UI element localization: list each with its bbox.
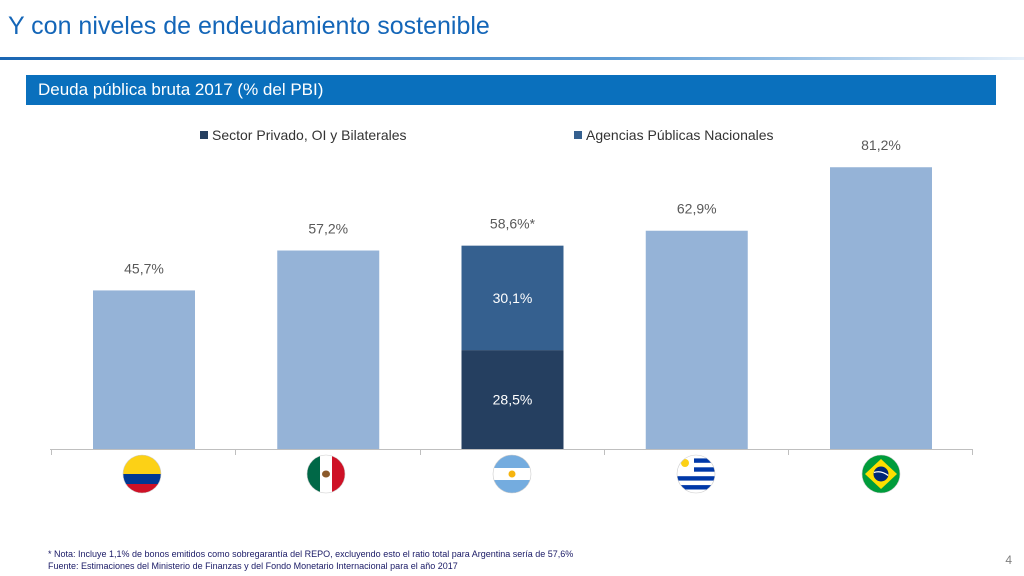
legend-swatch-icon <box>574 131 582 139</box>
data-label: 58,6%* <box>490 216 536 232</box>
page-number: 4 <box>1005 553 1012 567</box>
segment-label: 28,5% <box>493 392 533 408</box>
legend-label: Agencias Públicas Nacionales <box>586 127 774 143</box>
brazil-flag-icon <box>861 454 901 494</box>
colombia-flag-icon <box>122 454 162 494</box>
footnotes: * Nota: Incluye 1,1% de bonos emitidos c… <box>48 548 573 572</box>
bar-mexico <box>277 250 380 449</box>
mexico-flag-icon <box>306 454 346 494</box>
chart-banner: Deuda pública bruta 2017 (% del PBI) <box>26 75 996 105</box>
footnote-note: * Nota: Incluye 1,1% de bonos emitidos c… <box>48 549 574 559</box>
segment-label: 30,1% <box>493 290 533 306</box>
title-divider <box>0 57 1024 60</box>
bar-segment-argentina-0 <box>461 350 564 449</box>
data-label: 62,9% <box>677 201 717 217</box>
data-label: 57,2% <box>308 221 348 237</box>
data-label: 81,2% <box>861 137 901 153</box>
legend-swatch-icon <box>200 131 208 139</box>
footnote-source: Fuente: Estimaciones del Ministerio de F… <box>48 561 458 571</box>
legend-item-sector-privado: Sector Privado, OI y Bilaterales <box>200 127 407 143</box>
bar-colombia <box>93 290 195 449</box>
uruguay-flag-icon <box>676 454 716 494</box>
slide-title: Y con niveles de endeudamiento sostenibl… <box>8 12 490 40</box>
bar-segment-argentina-1 <box>461 245 564 351</box>
bar-uruguay <box>645 230 748 449</box>
legend-label: Sector Privado, OI y Bilaterales <box>212 127 407 143</box>
argentina-flag-icon <box>492 454 532 494</box>
data-label: 45,7% <box>124 260 164 276</box>
legend-item-agencias-publicas: Agencias Públicas Nacionales <box>574 127 774 143</box>
bar-brasil <box>830 167 932 449</box>
